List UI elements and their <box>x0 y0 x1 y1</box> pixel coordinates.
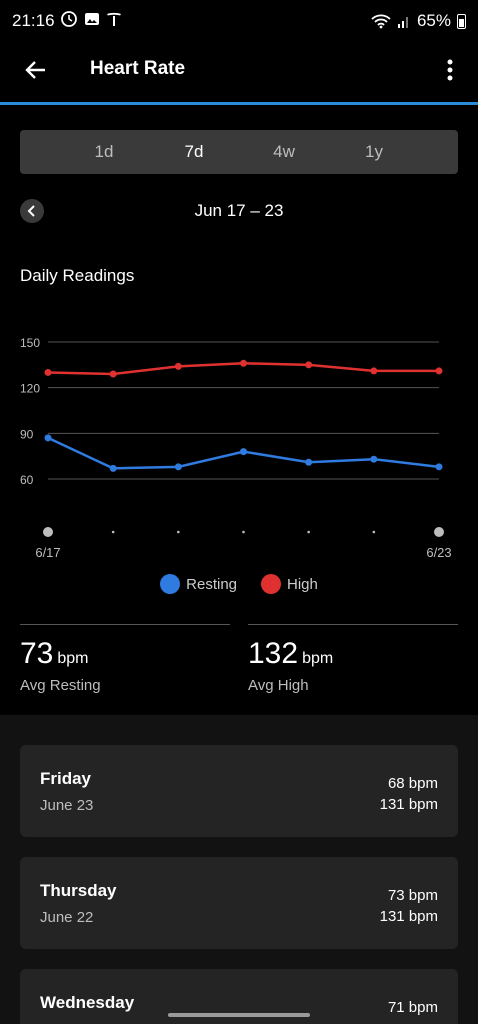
y-tick-label: 90 <box>20 427 34 441</box>
x-axis-marker <box>111 530 115 534</box>
day-resting: 71 bpm <box>387 999 438 1016</box>
tab-7d[interactable]: 7d <box>184 142 204 161</box>
data-point-high <box>370 367 378 375</box>
data-point-high <box>44 368 52 376</box>
x-tick-label: 6/17 <box>35 545 60 560</box>
x-axis-marker <box>43 527 53 537</box>
y-tick-label: 150 <box>20 336 40 350</box>
data-point-resting <box>435 463 443 471</box>
day-high: 131 bpm <box>379 796 438 813</box>
section-title: Daily Readings <box>20 266 135 285</box>
tab-1y[interactable]: 1y <box>365 142 383 161</box>
tab-1d[interactable]: 1d <box>94 142 114 161</box>
tesla-icon <box>107 12 121 26</box>
back-button[interactable] <box>16 50 56 90</box>
x-tick-label: 6/23 <box>426 545 451 560</box>
more-vert-icon <box>447 59 453 81</box>
arrow-left-icon <box>25 61 45 79</box>
day-card-friday[interactable]: Friday June 23 68 bpm 131 bpm <box>20 745 458 837</box>
chart-legend: Resting High <box>0 574 478 594</box>
header-accent-line <box>0 102 478 105</box>
x-axis-marker <box>372 530 376 534</box>
app-bar: Heart Rate <box>0 42 478 102</box>
data-point-resting <box>240 448 247 456</box>
notification-icons <box>60 10 122 28</box>
data-point-high <box>174 362 182 370</box>
legend-item-high: High <box>261 574 318 594</box>
day-resting: 68 bpm <box>387 775 438 792</box>
day-date: June 23 <box>40 797 94 814</box>
day-name: Friday <box>40 769 92 788</box>
status-bar: 21:16 65% <box>0 0 478 42</box>
legend-label-high: High <box>287 575 318 593</box>
day-name: Wednesday <box>40 993 135 1012</box>
battery-icon <box>457 13 466 29</box>
heart-rate-chart: 60 90 120 150 6/17 6/23 <box>20 336 452 560</box>
page-title: Heart Rate <box>90 58 186 79</box>
data-point-resting <box>109 464 117 472</box>
x-axis-marker <box>177 530 180 534</box>
day-values: 68 bpm 131 bpm <box>380 773 438 815</box>
daily-list: Friday June 23 68 bpm 131 bpm Thursday J… <box>0 715 478 1024</box>
battery-percent: 65% <box>416 11 451 30</box>
date-range: Jun 17 – 23 <box>194 201 284 220</box>
status-time: 21:16 <box>12 11 55 30</box>
avg-resting-unit: bpm <box>57 650 89 667</box>
avg-resting-label: Avg Resting <box>20 677 101 694</box>
x-axis-marker <box>307 530 310 534</box>
y-tick-label: 60 <box>20 473 34 487</box>
wifi-icon <box>371 14 391 29</box>
data-point-high <box>240 359 247 367</box>
avg-high-unit: bpm <box>302 650 334 667</box>
previous-week-button[interactable] <box>20 199 44 223</box>
day-name: Thursday <box>40 881 117 900</box>
data-point-high <box>109 370 117 378</box>
data-point-resting <box>44 434 52 442</box>
chevron-left-icon <box>27 205 35 217</box>
legend-dot-high <box>261 574 281 594</box>
legend-item-resting: Resting <box>160 574 237 594</box>
data-point-resting <box>370 455 378 463</box>
avg-resting-value: 73 <box>20 637 54 670</box>
data-point-high <box>435 367 443 375</box>
day-resting: 73 bpm <box>387 887 438 904</box>
day-high: 131 bpm <box>379 908 438 925</box>
x-axis-marker <box>434 527 444 537</box>
day-card-thursday[interactable]: Thursday June 22 73 bpm 131 bpm <box>20 857 458 949</box>
home-indicator[interactable] <box>168 1013 310 1017</box>
day-date: June 22 <box>40 909 94 926</box>
signal-icon <box>397 17 408 28</box>
avg-high-label: Avg High <box>248 677 309 694</box>
day-values: 71 bpm <box>388 997 438 1018</box>
x-axis-marker <box>242 530 245 534</box>
tab-4w[interactable]: 4w <box>273 142 295 161</box>
range-tabs: 1d 7d 4w 1y <box>20 130 458 174</box>
legend-label-resting: Resting <box>186 575 237 593</box>
avg-high-value: 132 <box>248 637 299 670</box>
data-point-high <box>305 361 313 369</box>
y-tick-label: 120 <box>20 382 40 396</box>
avg-resting-stat: 73 bpm Avg Resting <box>20 624 230 694</box>
day-values: 73 bpm 131 bpm <box>380 885 438 927</box>
image-icon <box>85 13 99 25</box>
data-point-resting <box>305 458 313 466</box>
more-options-button[interactable] <box>436 52 464 88</box>
data-point-resting <box>174 463 182 471</box>
alarm-icon <box>61 11 77 27</box>
legend-dot-resting <box>160 574 181 594</box>
avg-high-stat: 132 bpm Avg High <box>248 624 458 694</box>
